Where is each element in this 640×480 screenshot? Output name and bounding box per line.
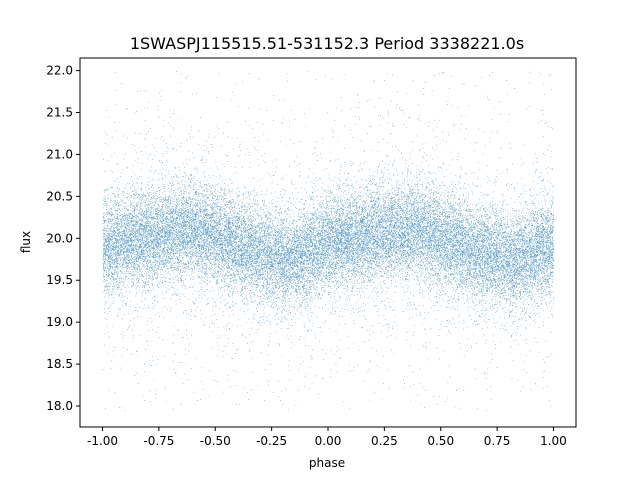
chart-title: 1SWASPJ115515.51-531152.3 Period 3338221… [130,34,524,53]
x-tick-label: -0.75 [143,434,174,448]
x-tick-label: 0.75 [484,434,511,448]
y-tick-label: 21.0 [46,147,73,161]
x-tick-label: 0.50 [427,434,454,448]
y-tick-label: 19.5 [46,273,73,287]
y-tick-label: 21.5 [46,106,73,120]
y-tick-label: 18.0 [46,399,73,413]
y-tick-label: 20.0 [46,231,73,245]
y-tick-label: 20.5 [46,189,73,203]
y-tick-label: 22.0 [46,64,73,78]
y-tick-label: 19.0 [46,315,73,329]
x-tick-label: -1.00 [87,434,118,448]
scatter-point-cloud [102,71,555,411]
x-tick-label: -0.50 [200,434,231,448]
x-tick-label: 1.00 [540,434,567,448]
x-tick-label: 0.00 [315,434,342,448]
y-axis-ticks: 18.0 18.5 19.0 19.5 20.0 20.5 21.0 21.5 22.0 [46,64,80,413]
x-axis-label: phase [309,456,345,470]
x-tick-label: -0.25 [256,434,287,448]
y-tick-label: 18.5 [46,357,73,371]
x-tick-label: 0.25 [371,434,398,448]
x-axis-ticks: -1.00 -0.75 -0.50 -0.25 0.00 0.25 0.50 0.75 1.00 [87,427,567,448]
scatter-points [102,71,555,411]
y-axis-label: flux [19,231,33,253]
